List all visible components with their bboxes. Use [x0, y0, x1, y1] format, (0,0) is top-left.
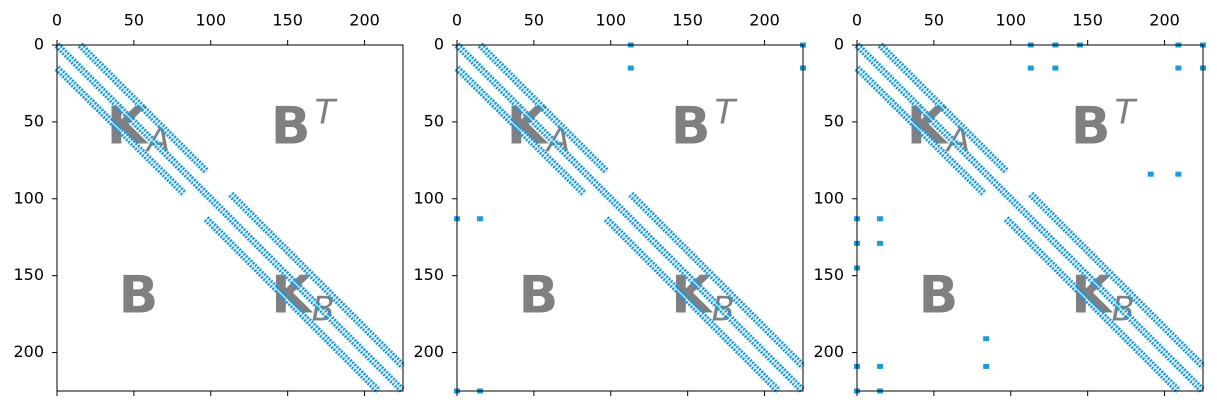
y-tick-label: 0 — [834, 35, 844, 54]
y-tick-label: 150 — [413, 265, 444, 284]
block-label: KB — [1071, 266, 1135, 330]
band-gap — [56, 44, 207, 195]
x-tick-label: 50 — [524, 11, 544, 30]
y-tick-label: 0 — [34, 35, 44, 54]
x-tick-label: 0 — [452, 11, 462, 30]
y-tick-label: 150 — [813, 265, 844, 284]
nonzero — [627, 65, 634, 71]
band-gap — [856, 67, 986, 195]
x-tick-label: 100 — [596, 11, 627, 30]
x-tick-label: 0 — [52, 11, 62, 30]
axes-frame — [56, 44, 404, 392]
superscript: T — [314, 92, 337, 132]
band-gap — [1005, 193, 1204, 392]
x-tick-label: 200 — [349, 11, 380, 30]
block-letter: B — [119, 266, 159, 326]
block-letter: B — [1071, 97, 1111, 157]
y-tick-label: 100 — [13, 188, 44, 207]
block-label: KB — [271, 266, 335, 330]
band-gap — [856, 44, 1007, 195]
band-gap — [1030, 193, 1204, 367]
x-tick-label: 50 — [924, 11, 944, 30]
nonzero — [983, 363, 990, 369]
band-gap — [56, 67, 186, 195]
x-tick-label: 100 — [996, 11, 1027, 30]
band-gap — [479, 44, 607, 172]
nonzero — [877, 363, 884, 369]
nonzero — [1027, 65, 1034, 71]
band-gap — [605, 218, 779, 392]
y-tick-label: 100 — [413, 188, 444, 207]
superscript: T — [714, 92, 737, 132]
nonzero — [1175, 65, 1182, 71]
block-letter: B — [519, 266, 559, 326]
nonzero — [983, 336, 990, 342]
nonzero — [1147, 171, 1154, 177]
nonzero — [877, 240, 884, 246]
band-gap — [456, 44, 607, 195]
nonzero — [877, 216, 884, 222]
superscript: T — [1114, 92, 1137, 132]
block-label: KB — [671, 266, 735, 330]
band-gap — [230, 193, 404, 367]
y-tick-label: 0 — [434, 35, 444, 54]
block-label: B — [519, 266, 559, 326]
y-tick-label: 50 — [424, 111, 444, 130]
y-tick-label: 50 — [824, 111, 844, 130]
nonzero — [1052, 65, 1059, 71]
block-letter: B — [671, 97, 711, 157]
band-gap — [605, 193, 804, 392]
axes-frame — [856, 44, 1204, 392]
block-label: B — [919, 266, 959, 326]
x-tick-label: 150 — [1072, 11, 1103, 30]
x-tick-label: 50 — [124, 11, 144, 30]
x-tick-label: 0 — [852, 11, 862, 30]
y-tick-label: 50 — [24, 111, 44, 130]
block-letter: B — [919, 266, 959, 326]
x-tick-label: 100 — [196, 11, 227, 30]
x-tick-label: 150 — [272, 11, 303, 30]
band-gap — [879, 44, 1007, 172]
nonzero — [477, 216, 484, 222]
y-tick-label: 200 — [13, 342, 44, 361]
block-label: B — [119, 266, 159, 326]
block-letter: B — [271, 97, 311, 157]
y-tick-label: 200 — [813, 342, 844, 361]
x-tick-label: 200 — [1149, 11, 1180, 30]
nonzero — [1175, 171, 1182, 177]
band-gap — [79, 44, 207, 172]
x-tick-label: 150 — [672, 11, 703, 30]
y-tick-label: 200 — [413, 342, 444, 361]
band-gap — [630, 193, 804, 367]
y-tick-label: 150 — [13, 265, 44, 284]
x-tick-label: 200 — [749, 11, 780, 30]
band-gap — [205, 218, 379, 392]
band-gap — [456, 67, 586, 195]
axes-frame — [456, 44, 804, 392]
band-gap — [205, 193, 404, 392]
y-tick-label: 100 — [813, 188, 844, 207]
band-gap — [1005, 218, 1179, 392]
